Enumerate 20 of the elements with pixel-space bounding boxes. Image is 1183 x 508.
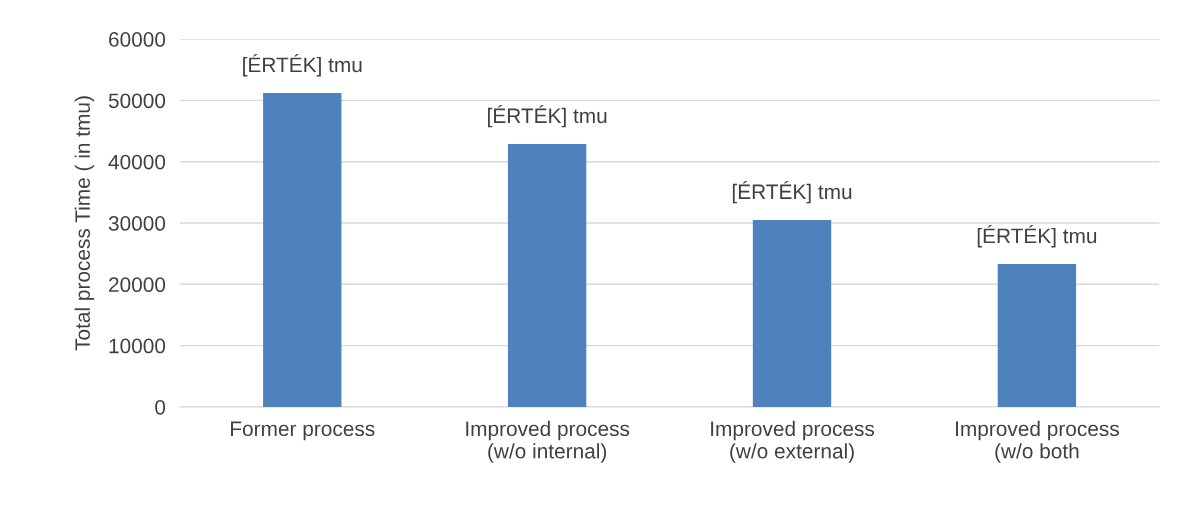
y-tick-label: 50000 (108, 93, 166, 109)
data-label: [ÉRTÉK] tmu (488, 104, 607, 128)
x-tick-label: Improved process (w/o both (956, 420, 1119, 463)
x-tick-label: Former process (231, 421, 375, 441)
y-tick-label: 0 (155, 399, 166, 415)
data-label: [ÉRTÉK] tmu (243, 54, 362, 77)
bar (997, 264, 1077, 407)
data-label: [ÉRTÉK] tmu (732, 180, 852, 204)
y-tick-label: 10000 (109, 338, 166, 354)
data-label: [ÉRTÉK] tmu (977, 225, 1097, 248)
bar (752, 219, 832, 407)
bar (263, 93, 342, 407)
x-tick-label: Improved process (w/o external) (711, 420, 875, 463)
y-tick-label: 20000 (109, 277, 166, 293)
y-tick-label: 40000 (108, 154, 166, 170)
y-tick-label: 30000 (108, 216, 166, 231)
y-axis-title: Total process Time ( in tmu) (74, 96, 95, 351)
x-tick-label: Improved process (w/o internal) (466, 420, 630, 463)
y-tick-label: 60000 (109, 32, 166, 47)
bar (507, 143, 587, 407)
